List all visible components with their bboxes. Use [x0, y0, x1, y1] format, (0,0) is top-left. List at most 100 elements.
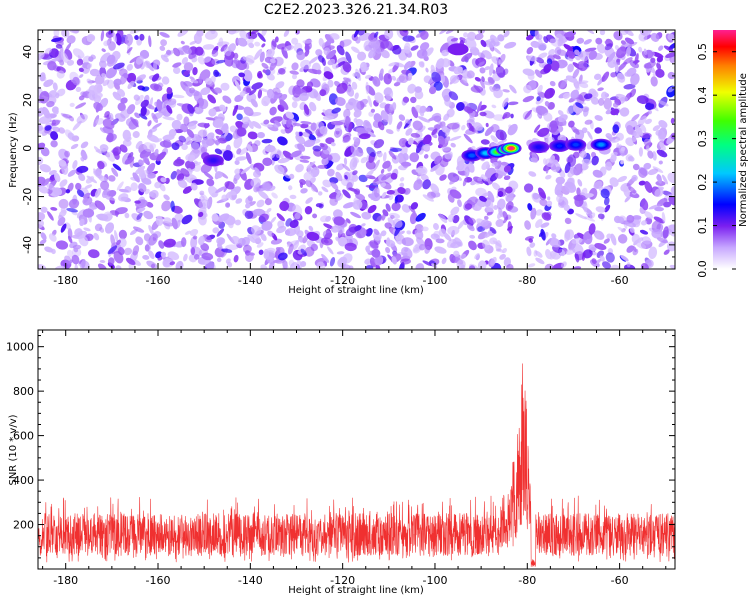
figure-title: C2E2.2023.326.21.34.R03 [264, 2, 448, 18]
heatmap-cell [365, 160, 376, 170]
snr-x-tick-label: -80 [518, 574, 536, 587]
heatmap-cell [391, 202, 401, 212]
heatmap-cell [78, 67, 84, 73]
heatmap-cell [318, 55, 325, 63]
heatmap-cell [202, 44, 215, 50]
heatmap-cell [499, 131, 505, 141]
heatmap-cell [653, 216, 665, 224]
heatmap-cell [65, 43, 72, 52]
heatmap-cell [487, 190, 495, 203]
heatmap-cell [213, 118, 224, 129]
heatmap-cell [652, 125, 661, 132]
heatmap-cell [258, 249, 264, 255]
heatmap-cell [355, 193, 366, 201]
heatmap-cell [510, 113, 514, 119]
heatmap-cell [201, 252, 214, 261]
heatmap-cell [652, 151, 657, 161]
heatmap-cell [280, 129, 286, 134]
heatmap-cell [439, 174, 447, 181]
heatmap-cell [666, 224, 675, 229]
heatmap-cell [292, 122, 302, 127]
colorbar-label: Normalized spectral amplitude [738, 73, 749, 227]
heatmap-cell [388, 62, 398, 67]
heatmap-cell [225, 202, 231, 208]
heatmap-cell [556, 194, 564, 203]
heatmap-cell [55, 240, 69, 250]
heatmap-cell [490, 135, 498, 143]
heatmap-y-ticks: -40 -20 0 20 40 [21, 39, 675, 258]
heatmap-cell [180, 168, 190, 177]
heatmap-cell [343, 157, 348, 165]
heatmap-cell [58, 127, 66, 134]
heatmap-cell [595, 259, 602, 265]
heatmap-cell [667, 33, 675, 41]
heatmap-cell [189, 40, 197, 45]
heatmap-cell [400, 144, 408, 157]
heatmap-cell [198, 98, 209, 110]
heatmap-cell [329, 256, 336, 267]
heatmap-cell [100, 180, 110, 191]
heatmap-signal-blob [469, 153, 475, 158]
heatmap-cell [232, 104, 239, 116]
heatmap-cell [345, 51, 352, 64]
heatmap-cell [372, 76, 381, 87]
heatmap-cell [267, 230, 275, 237]
heatmap-cell [321, 157, 329, 166]
heatmap-cell [650, 57, 656, 63]
heatmap-cell [526, 246, 532, 257]
heatmap-cell [540, 222, 550, 228]
heatmap-cell [206, 178, 215, 187]
heatmap-cell [234, 159, 240, 166]
heatmap-cell [321, 82, 327, 90]
heatmap-cell [443, 94, 451, 102]
heatmap-cell [544, 100, 550, 107]
heatmap-cell [380, 172, 392, 181]
heatmap-cell [106, 151, 116, 162]
heatmap-cell [602, 261, 611, 269]
heatmap-cell [204, 260, 216, 269]
heatmap-cell [190, 182, 198, 191]
heatmap-cell [650, 76, 658, 87]
heatmap-cell [198, 211, 204, 218]
heatmap-cell [420, 174, 429, 181]
heatmap-cell [231, 235, 241, 245]
heatmap-cell [444, 128, 450, 137]
heatmap-cell [545, 165, 549, 174]
heatmap-cell [346, 85, 355, 97]
heatmap-cell [300, 248, 308, 257]
heatmap-cell [64, 222, 71, 230]
heatmap-cell [277, 136, 288, 146]
heatmap-cell [506, 264, 514, 269]
heatmap-cell [187, 154, 196, 162]
heatmap-cell [198, 235, 205, 246]
heatmap-cell [208, 108, 217, 117]
heatmap-x-ticks: -180 -160 -140 -120 -100 -80 -60 [42, 30, 667, 287]
heatmap-cell [44, 246, 54, 253]
heatmap-cell [503, 216, 508, 224]
heatmap-cell [503, 41, 517, 49]
heatmap-cell [468, 240, 477, 251]
heatmap-cell [635, 241, 647, 249]
heatmap-cell [420, 30, 429, 40]
heatmap-cell [414, 229, 424, 240]
heatmap-cell [356, 100, 365, 110]
heatmap-cell [577, 50, 587, 59]
heatmap-cell [643, 138, 651, 146]
heatmap-cell [68, 198, 80, 209]
heatmap-cell [275, 81, 285, 89]
heatmap-cell [357, 51, 367, 61]
heatmap-cell [160, 39, 168, 47]
heatmap-cell [150, 83, 163, 92]
heatmap-cell [186, 128, 195, 139]
heatmap-cell [158, 240, 165, 249]
heatmap-cell [330, 225, 340, 233]
heatmap-cell [407, 137, 414, 145]
heatmap-cell [174, 158, 184, 165]
heatmap-cell [245, 87, 252, 94]
heatmap-cell [79, 74, 84, 78]
heatmap-cell [491, 104, 497, 109]
heatmap-cell [600, 91, 608, 100]
heatmap-cell [60, 208, 67, 214]
heatmap-cell [450, 142, 456, 148]
heatmap-cell [667, 172, 675, 184]
